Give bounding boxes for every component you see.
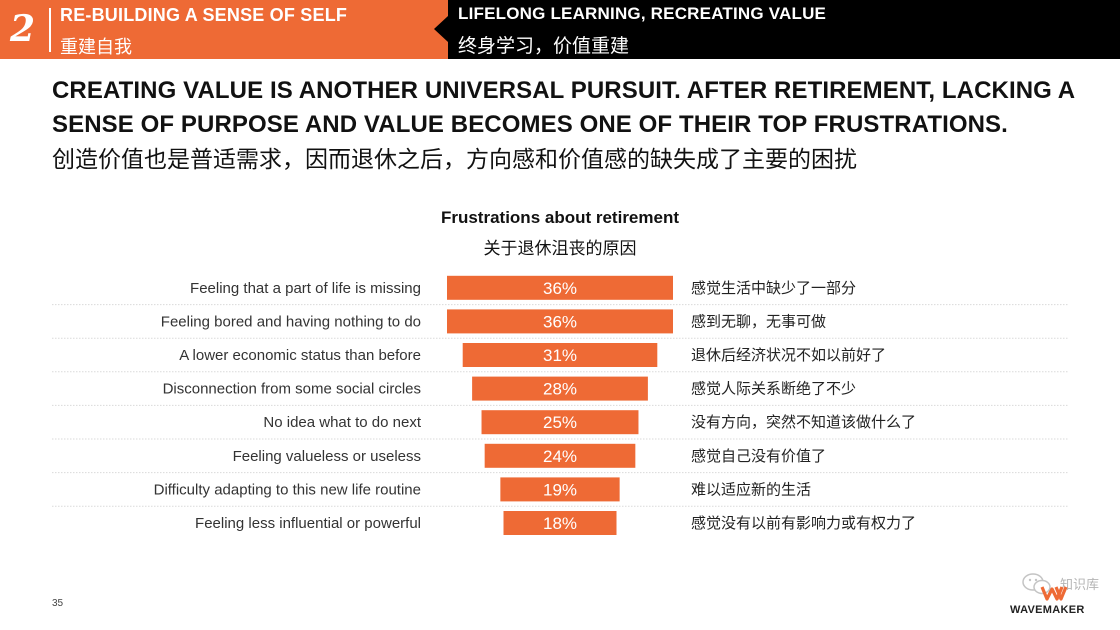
bar-value-label: 31% xyxy=(543,346,577,365)
bar-value-label: 28% xyxy=(543,380,577,399)
category-label: No idea what to do next xyxy=(263,414,421,431)
bar xyxy=(481,410,639,435)
category-label: Feeling that a part of life is missing xyxy=(190,280,421,297)
bar xyxy=(500,477,620,502)
page-number: 35 xyxy=(52,598,64,609)
bar-value-label: 36% xyxy=(543,312,577,331)
chart-title: Frustrations about retirement xyxy=(440,208,680,227)
bar-value-label: 19% xyxy=(543,480,577,499)
category-label-cn: 感觉自己没有价值了 xyxy=(691,447,826,465)
bar xyxy=(503,511,617,535)
subsection-header-right xyxy=(448,0,1120,59)
bar-value-label: 36% xyxy=(543,279,577,298)
bar xyxy=(484,443,636,468)
header-arrow xyxy=(434,16,448,42)
category-label: Feeling less influential or powerful xyxy=(195,515,421,532)
category-label-cn: 难以适应新的生活 xyxy=(691,480,811,498)
headline-cn: 创造价值也是普适需求，因而退休之后，方向感和价值感的缺失成了主要的困扰 xyxy=(52,147,857,173)
section-header-left xyxy=(0,0,448,59)
category-label-cn: 退休后经济状况不如以前好了 xyxy=(691,346,886,364)
category-label: Feeling valueless or useless xyxy=(233,448,421,465)
chart-subtitle: 关于退休沮丧的原因 xyxy=(483,239,637,259)
header-divider xyxy=(49,8,51,52)
category-label-cn: 没有方向，突然不知道该做什么了 xyxy=(691,413,916,431)
category-label: Difficulty adapting to this new life rou… xyxy=(154,481,421,498)
bar xyxy=(472,376,648,401)
bar-value-label: 25% xyxy=(543,413,577,432)
section-number: 2 xyxy=(10,8,36,50)
section-title-en: RE-BUILDING A SENSE OF SELF xyxy=(60,5,348,25)
bar xyxy=(462,343,658,367)
watermark-text: 知识库 xyxy=(1060,578,1100,593)
category-label: A lower economic status than before xyxy=(179,347,421,364)
subsection-title-cn: 终身学习，价值重建 xyxy=(458,35,630,57)
subsection-title-en: LIFELONG LEARNING, RECREATING VALUE xyxy=(458,4,827,23)
brand-name: WAVEMAKER xyxy=(1010,604,1085,616)
bar xyxy=(447,309,673,334)
bar-value-label: 24% xyxy=(543,447,577,466)
category-label: Feeling bored and having nothing to do xyxy=(161,313,421,330)
headline-en: CREATING VALUE IS ANOTHER UNIVERSAL PURS… xyxy=(52,77,1075,138)
category-label: Disconnection from some social circles xyxy=(163,381,421,398)
bar-value-label: 18% xyxy=(543,514,577,533)
category-label-cn: 感觉生活中缺少了一部分 xyxy=(691,279,856,297)
category-label-cn: 感觉没有以前有影响力或有权力了 xyxy=(691,514,916,532)
category-label-cn: 感到无聊，无事可做 xyxy=(691,312,826,330)
category-label-cn: 感觉人际关系断绝了不少 xyxy=(691,380,856,398)
section-title-cn: 重建自我 xyxy=(60,37,132,58)
bar xyxy=(447,275,673,300)
wavemaker-logo-icon xyxy=(1040,586,1068,601)
